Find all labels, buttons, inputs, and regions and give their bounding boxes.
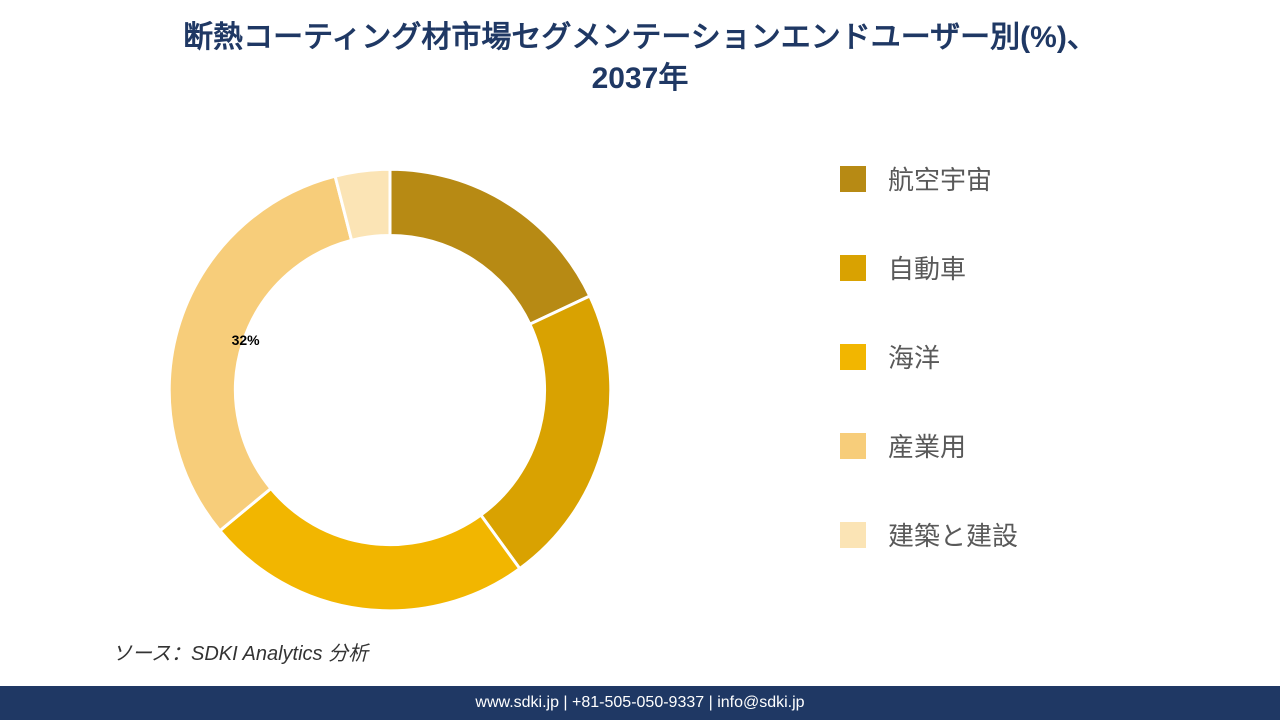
legend: 航空宇宙自動車海洋産業用建築と建設 xyxy=(840,160,1200,605)
chart-title-line1: 断熱コーティング材市場セグメンテーションエンドユーザー別(%)、 xyxy=(183,21,1097,54)
chart-title: 断熱コーティング材市場セグメンテーションエンドユーザー別(%)、 2037年 xyxy=(0,18,1280,99)
legend-label-4: 建築と建設 xyxy=(888,516,1018,553)
legend-item-2: 海洋 xyxy=(840,338,1200,375)
legend-label-0: 航空宇宙 xyxy=(888,160,992,197)
donut-slice-3 xyxy=(169,176,351,531)
legend-swatch-0 xyxy=(840,166,866,192)
legend-swatch-4 xyxy=(840,522,866,548)
legend-label-2: 海洋 xyxy=(888,338,940,375)
donut-chart: 32% xyxy=(150,150,630,630)
source-attribution: ソース：SDKI Analytics 分析 xyxy=(112,637,368,666)
legend-swatch-3 xyxy=(840,433,866,459)
legend-swatch-2 xyxy=(840,344,866,370)
chart-title-line2: 2037年 xyxy=(592,62,689,95)
footer-bar: www.sdki.jp | +81-505-050-9337 | info@sd… xyxy=(0,686,1280,720)
legend-item-1: 自動車 xyxy=(840,249,1200,286)
donut-callout-label: 32% xyxy=(232,332,260,348)
donut-slice-0 xyxy=(390,169,590,324)
legend-item-3: 産業用 xyxy=(840,427,1200,464)
donut-slice-2 xyxy=(220,489,520,611)
legend-label-3: 産業用 xyxy=(888,427,966,464)
legend-item-0: 航空宇宙 xyxy=(840,160,1200,197)
donut-slice-1 xyxy=(481,296,611,569)
legend-swatch-1 xyxy=(840,255,866,281)
footer-text: www.sdki.jp | +81-505-050-9337 | info@sd… xyxy=(475,694,804,712)
donut-svg xyxy=(150,150,630,630)
legend-item-4: 建築と建設 xyxy=(840,516,1200,553)
legend-label-1: 自動車 xyxy=(888,249,966,286)
